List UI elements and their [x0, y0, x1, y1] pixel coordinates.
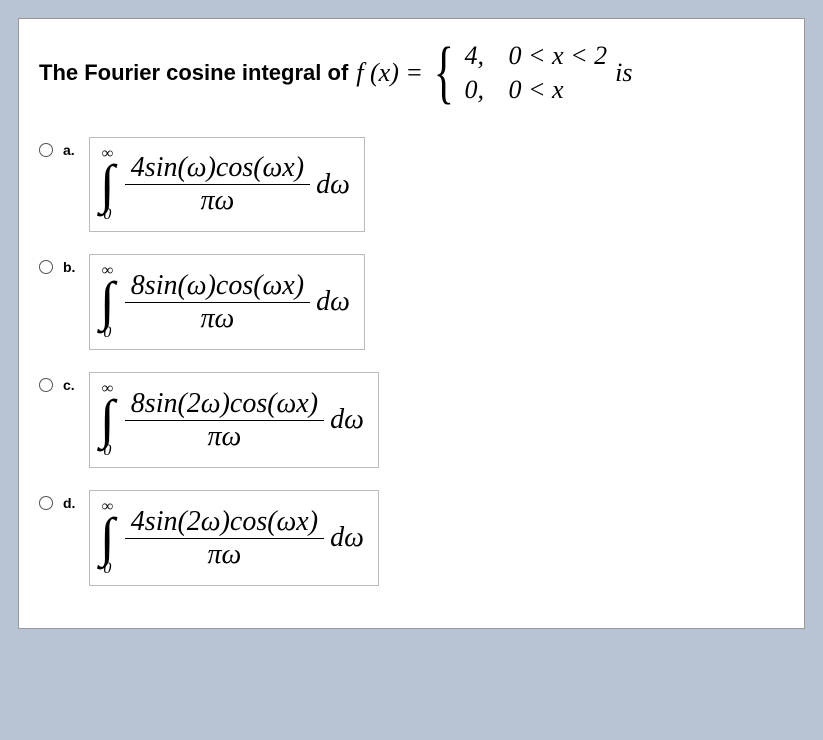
- numerator: 4sin(2ω)cos(ωx): [125, 506, 324, 538]
- int-lower: 0: [103, 325, 111, 341]
- fraction: 8sin(ω)cos(ωx) πω: [125, 270, 310, 335]
- option-formula: ∞ ∫ 0 4sin(ω)cos(ωx) πω dω: [89, 137, 365, 233]
- option-label: d.: [63, 495, 79, 511]
- option-formula: ∞ ∫ 0 8sin(ω)cos(ωx) πω dω: [89, 254, 365, 350]
- piecewise-block: 4, 0 < x < 2 0, 0 < x: [465, 39, 608, 107]
- fx-expression: f (x) = { 4, 0 < x < 2 0, 0 < x: [356, 39, 607, 107]
- denominator: πω: [202, 421, 248, 453]
- integral-icon: ∞ ∫ 0: [100, 263, 115, 341]
- int-lower: 0: [103, 561, 111, 577]
- denominator: πω: [195, 185, 241, 217]
- option-label: a.: [63, 142, 79, 158]
- int-lower: 0: [103, 207, 111, 223]
- brace-icon: {: [434, 48, 454, 98]
- differential: dω: [330, 404, 364, 436]
- fx-lhs: f (x) =: [356, 52, 423, 94]
- integral-icon: ∞ ∫ 0: [100, 381, 115, 459]
- options-list: a. ∞ ∫ 0 4sin(ω)cos(ωx) πω dω b.: [39, 137, 784, 587]
- option-label: b.: [63, 259, 79, 275]
- question-intro: The Fourier cosine integral of: [39, 55, 348, 90]
- denominator: πω: [195, 303, 241, 335]
- piecewise-row: 0, 0 < x: [465, 73, 608, 107]
- option-b[interactable]: b. ∞ ∫ 0 8sin(ω)cos(ωx) πω dω: [39, 254, 784, 350]
- int-lower: 0: [103, 443, 111, 459]
- numerator: 4sin(ω)cos(ωx): [125, 152, 310, 184]
- radio-icon[interactable]: [39, 143, 53, 157]
- fraction: 4sin(2ω)cos(ωx) πω: [125, 506, 324, 571]
- radio-icon[interactable]: [39, 260, 53, 274]
- differential: dω: [316, 286, 350, 318]
- radio-icon[interactable]: [39, 378, 53, 392]
- option-formula: ∞ ∫ 0 4sin(2ω)cos(ωx) πω dω: [89, 490, 379, 586]
- option-c[interactable]: c. ∞ ∫ 0 8sin(2ω)cos(ωx) πω dω: [39, 372, 784, 468]
- option-a[interactable]: a. ∞ ∫ 0 4sin(ω)cos(ωx) πω dω: [39, 137, 784, 233]
- option-d[interactable]: d. ∞ ∫ 0 4sin(2ω)cos(ωx) πω dω: [39, 490, 784, 586]
- differential: dω: [330, 522, 364, 554]
- integral-icon: ∞ ∫ 0: [100, 499, 115, 577]
- integral-icon: ∞ ∫ 0: [100, 146, 115, 224]
- piecewise-cond: 0 < x < 2: [509, 39, 608, 73]
- piecewise-value: 0,: [465, 73, 495, 107]
- numerator: 8sin(ω)cos(ωx): [125, 270, 310, 302]
- option-formula: ∞ ∫ 0 8sin(2ω)cos(ωx) πω dω: [89, 372, 379, 468]
- piecewise-value: 4,: [465, 39, 495, 73]
- question-trail: is: [615, 52, 632, 94]
- fraction: 8sin(2ω)cos(ωx) πω: [125, 388, 324, 453]
- differential: dω: [316, 169, 350, 201]
- option-label: c.: [63, 377, 79, 393]
- denominator: πω: [202, 539, 248, 571]
- fraction: 4sin(ω)cos(ωx) πω: [125, 152, 310, 217]
- piecewise-cond: 0 < x: [509, 73, 564, 107]
- numerator: 8sin(2ω)cos(ωx): [125, 388, 324, 420]
- piecewise-row: 4, 0 < x < 2: [465, 39, 608, 73]
- question-text: The Fourier cosine integral of f (x) = {…: [39, 39, 784, 107]
- question-panel: The Fourier cosine integral of f (x) = {…: [18, 18, 805, 629]
- radio-icon[interactable]: [39, 496, 53, 510]
